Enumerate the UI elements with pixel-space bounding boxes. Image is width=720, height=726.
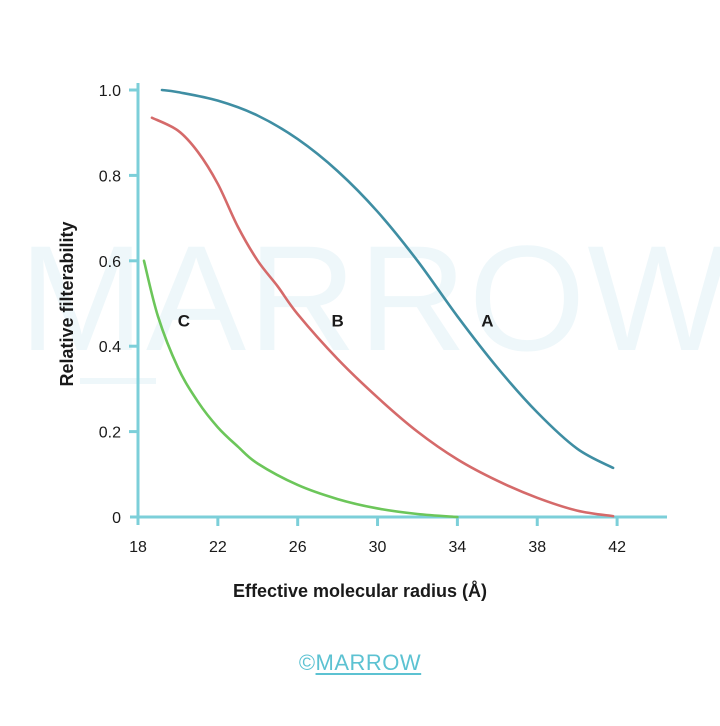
curve-label-c: C — [178, 312, 190, 331]
curve-label-a: A — [481, 312, 493, 331]
x-tick-label: 34 — [448, 539, 466, 556]
y-axis-title: Relative filterability — [57, 221, 77, 386]
curve-a — [160, 88, 615, 470]
x-tick-label: 42 — [608, 539, 626, 556]
watermark-underline — [80, 378, 156, 384]
y-tick-label: 0.8 — [99, 168, 121, 185]
curve-label-b: B — [331, 312, 343, 331]
curve-c — [142, 259, 459, 519]
y-tick-label: 1.0 — [99, 83, 121, 100]
y-tick-label: 0 — [112, 510, 121, 527]
copyright-symbol: © — [298, 650, 316, 675]
curve-labels: A B C — [178, 312, 494, 331]
y-tick-label: 0.2 — [99, 425, 121, 442]
x-tick-label: 38 — [528, 539, 546, 556]
axes — [130, 83, 667, 525]
x-tick-label: 18 — [129, 539, 147, 556]
series — [142, 88, 615, 519]
watermark: MARROW — [19, 214, 720, 384]
x-axis-title: Effective molecular radius (Å) — [233, 581, 487, 601]
watermark-text: MARROW — [19, 214, 720, 382]
y-tick-label: 0.6 — [99, 254, 121, 271]
x-tick-label: 22 — [209, 539, 227, 556]
y-tick-label: 0.4 — [99, 339, 121, 356]
brand-name: MARROW — [315, 650, 422, 675]
ticks: 0 0.2 0.4 0.6 0.8 1.0 18 22 26 30 34 38 42 — [99, 83, 626, 556]
x-tick-label: 30 — [369, 539, 387, 556]
x-tick-label: 26 — [289, 539, 307, 556]
curve-b — [150, 116, 615, 518]
brand-logo: ©MARROW — [0, 650, 720, 676]
